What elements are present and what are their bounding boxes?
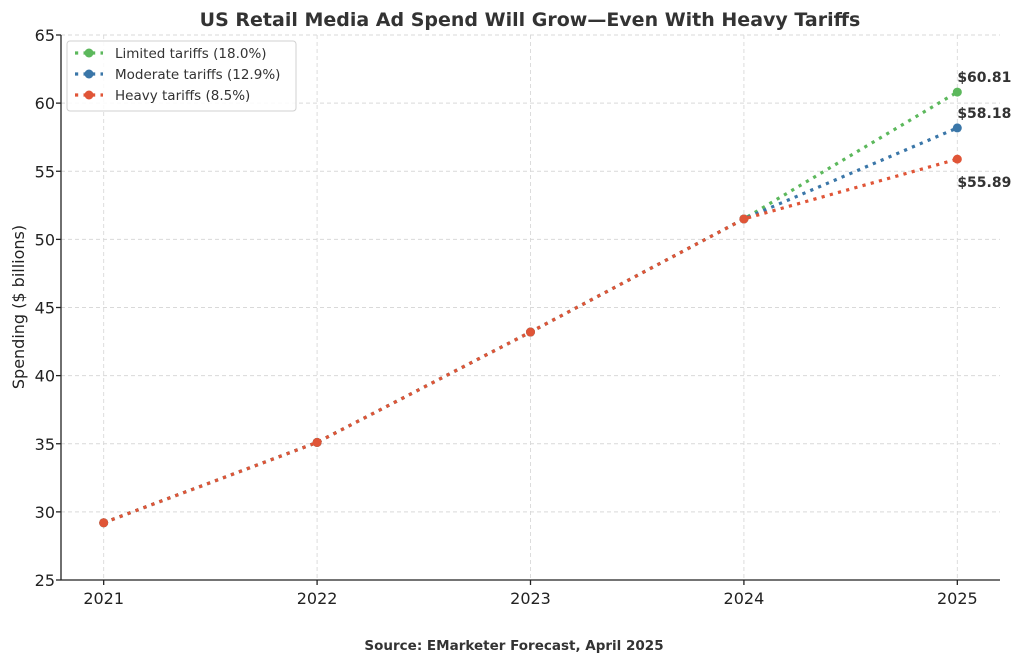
axes-layer: 25 30 35 40 45 50 55 60 65 2021 2022 2023 2024 2025	[35, 26, 1000, 608]
y-axis-label: Spending ($ billions)	[9, 225, 28, 389]
data-point	[526, 327, 535, 337]
end-value-label: $60.81	[957, 70, 1011, 86]
legend-label: Heavy tariffs (8.5%)	[115, 88, 250, 104]
end-value-label: $58.18	[957, 106, 1011, 122]
x-tick-label: 2024	[724, 589, 765, 608]
legend-marker	[84, 69, 94, 79]
legend-entry: Moderate tariffs (12.9%)	[75, 67, 280, 83]
data-point	[739, 214, 749, 224]
x-tick-label: 2021	[83, 589, 124, 608]
legend-entry: Limited tariffs (18.0%)	[75, 46, 267, 62]
data-point	[952, 123, 962, 133]
y-tick-label: 65	[35, 26, 55, 45]
legend-label: Limited tariffs (18.0%)	[115, 46, 267, 62]
legend-marker	[84, 48, 94, 58]
end-value-label: $55.89	[957, 175, 1011, 191]
y-tick-label: 25	[35, 571, 55, 590]
data-point	[99, 518, 109, 528]
x-tick-label: 2025	[937, 589, 978, 608]
legend: Limited tariffs (18.0%) Moderate tariffs …	[66, 40, 297, 112]
y-tick-label: 40	[35, 367, 55, 386]
legend-label: Moderate tariffs (12.9%)	[115, 67, 280, 83]
legend-box	[66, 40, 297, 112]
y-tick-label: 50	[35, 230, 55, 249]
data-point	[312, 437, 322, 447]
grid-layer	[61, 34, 1000, 580]
source-note: Source: EMarketer Forecast, April 2025	[364, 638, 663, 654]
x-tick-label: 2023	[510, 589, 551, 608]
x-tick-label: 2022	[297, 589, 338, 608]
data-point	[952, 154, 962, 164]
legend-entry: Heavy tariffs (8.5%)	[75, 88, 250, 104]
y-tick-label: 60	[35, 94, 55, 113]
y-tick-label: 45	[35, 299, 55, 318]
series-layer	[99, 87, 962, 528]
end-labels-layer: $60.81 $58.18 $55.89	[957, 70, 1011, 191]
chart-title: US Retail Media Ad Spend Will Grow—Even …	[200, 9, 861, 31]
legend-marker	[84, 90, 94, 100]
data-point	[952, 87, 962, 97]
series-heavy	[99, 154, 962, 528]
y-tick-label: 30	[35, 503, 55, 522]
y-tick-label: 35	[35, 435, 55, 454]
y-tick-label: 55	[35, 162, 55, 181]
